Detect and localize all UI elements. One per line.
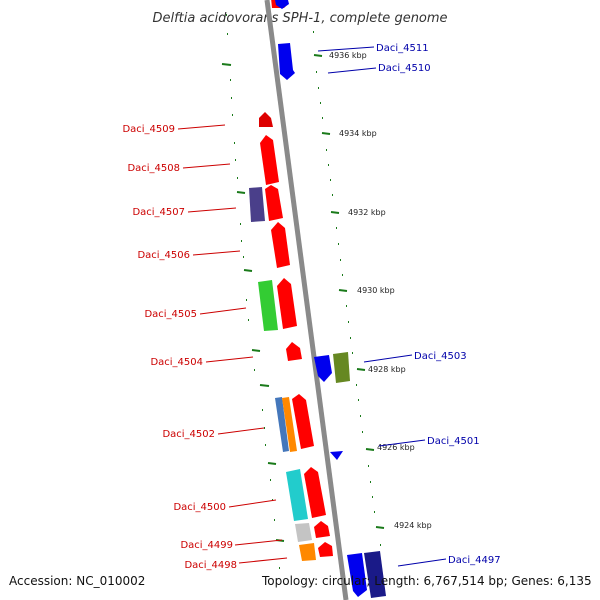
gene-arrow [271,222,290,268]
gene-arrow [286,469,308,521]
kbp-label: 4926 kbp [377,443,415,452]
gene-arrow [265,185,283,221]
gene-label[interactable]: Daci_4507 [132,207,185,218]
accession-text: Accession: NC_010002 [9,574,146,588]
kbp-label: 4934 kbp [339,129,377,138]
inner-tick-ring [313,31,385,546]
kbp-label: 4932 kbp [348,208,386,217]
gene-arrow [333,352,350,383]
gene-arrow [259,112,273,127]
gene-arrow [277,278,297,329]
map-title: Delftia acidovorans SPH-1, complete geno… [152,11,447,26]
left-callouts [177,124,288,564]
genome-backbone [264,0,349,600]
gene-label[interactable]: Daci_4506 [137,250,190,261]
gene-arrow [286,342,302,361]
gene-arrow [364,551,386,598]
gene-label[interactable]: Daci_4504 [150,357,203,368]
gene-label[interactable]: Daci_4508 [127,163,180,174]
gene-arrow [258,280,278,331]
gene-label[interactable]: Daci_4499 [180,540,233,551]
gene-label[interactable]: Daci_4498 [184,560,237,571]
gene-arrow [299,543,316,561]
gene-arrow [314,355,332,382]
gene-label[interactable]: Daci_4511 [376,43,429,54]
gene-arrow [278,43,295,80]
gene-label[interactable]: Daci_4497 [448,555,501,566]
gene-arrow [275,0,289,9]
gene-label[interactable]: Daci_4509 [122,124,175,135]
gene-arrow [275,397,289,452]
gene-label[interactable]: Daci_4502 [162,429,215,440]
gene-label[interactable]: Daci_4510 [378,63,431,74]
gene-label[interactable]: Daci_4503 [414,351,467,362]
gene-arrow [304,467,326,518]
gene-label[interactable]: Daci_4501 [427,436,480,447]
right-callouts [317,46,447,567]
gene-arrow [292,394,314,449]
reverse-genes [275,0,386,598]
forward-genes [249,0,333,561]
gene-arrow [249,187,265,222]
gene-arrow [282,397,297,452]
gene-arrow [347,553,367,597]
topology-text: Topology: circular; Length: 6,767,514 bp… [262,574,592,588]
kbp-label: 4930 kbp [357,286,395,295]
kbp-label: 4928 kbp [368,365,406,374]
gene-arrow [260,135,279,185]
gene-label[interactable]: Daci_4505 [144,309,197,320]
gene-arrow [330,451,343,460]
gene-arrow [295,523,312,542]
gene-arrow [314,521,330,538]
kbp-label: 4936 kbp [329,51,367,60]
outer-tick-ring [221,14,285,569]
kbp-label: 4924 kbp [394,521,432,530]
gene-arrow [318,542,333,557]
gene-label[interactable]: Daci_4500 [173,502,226,513]
